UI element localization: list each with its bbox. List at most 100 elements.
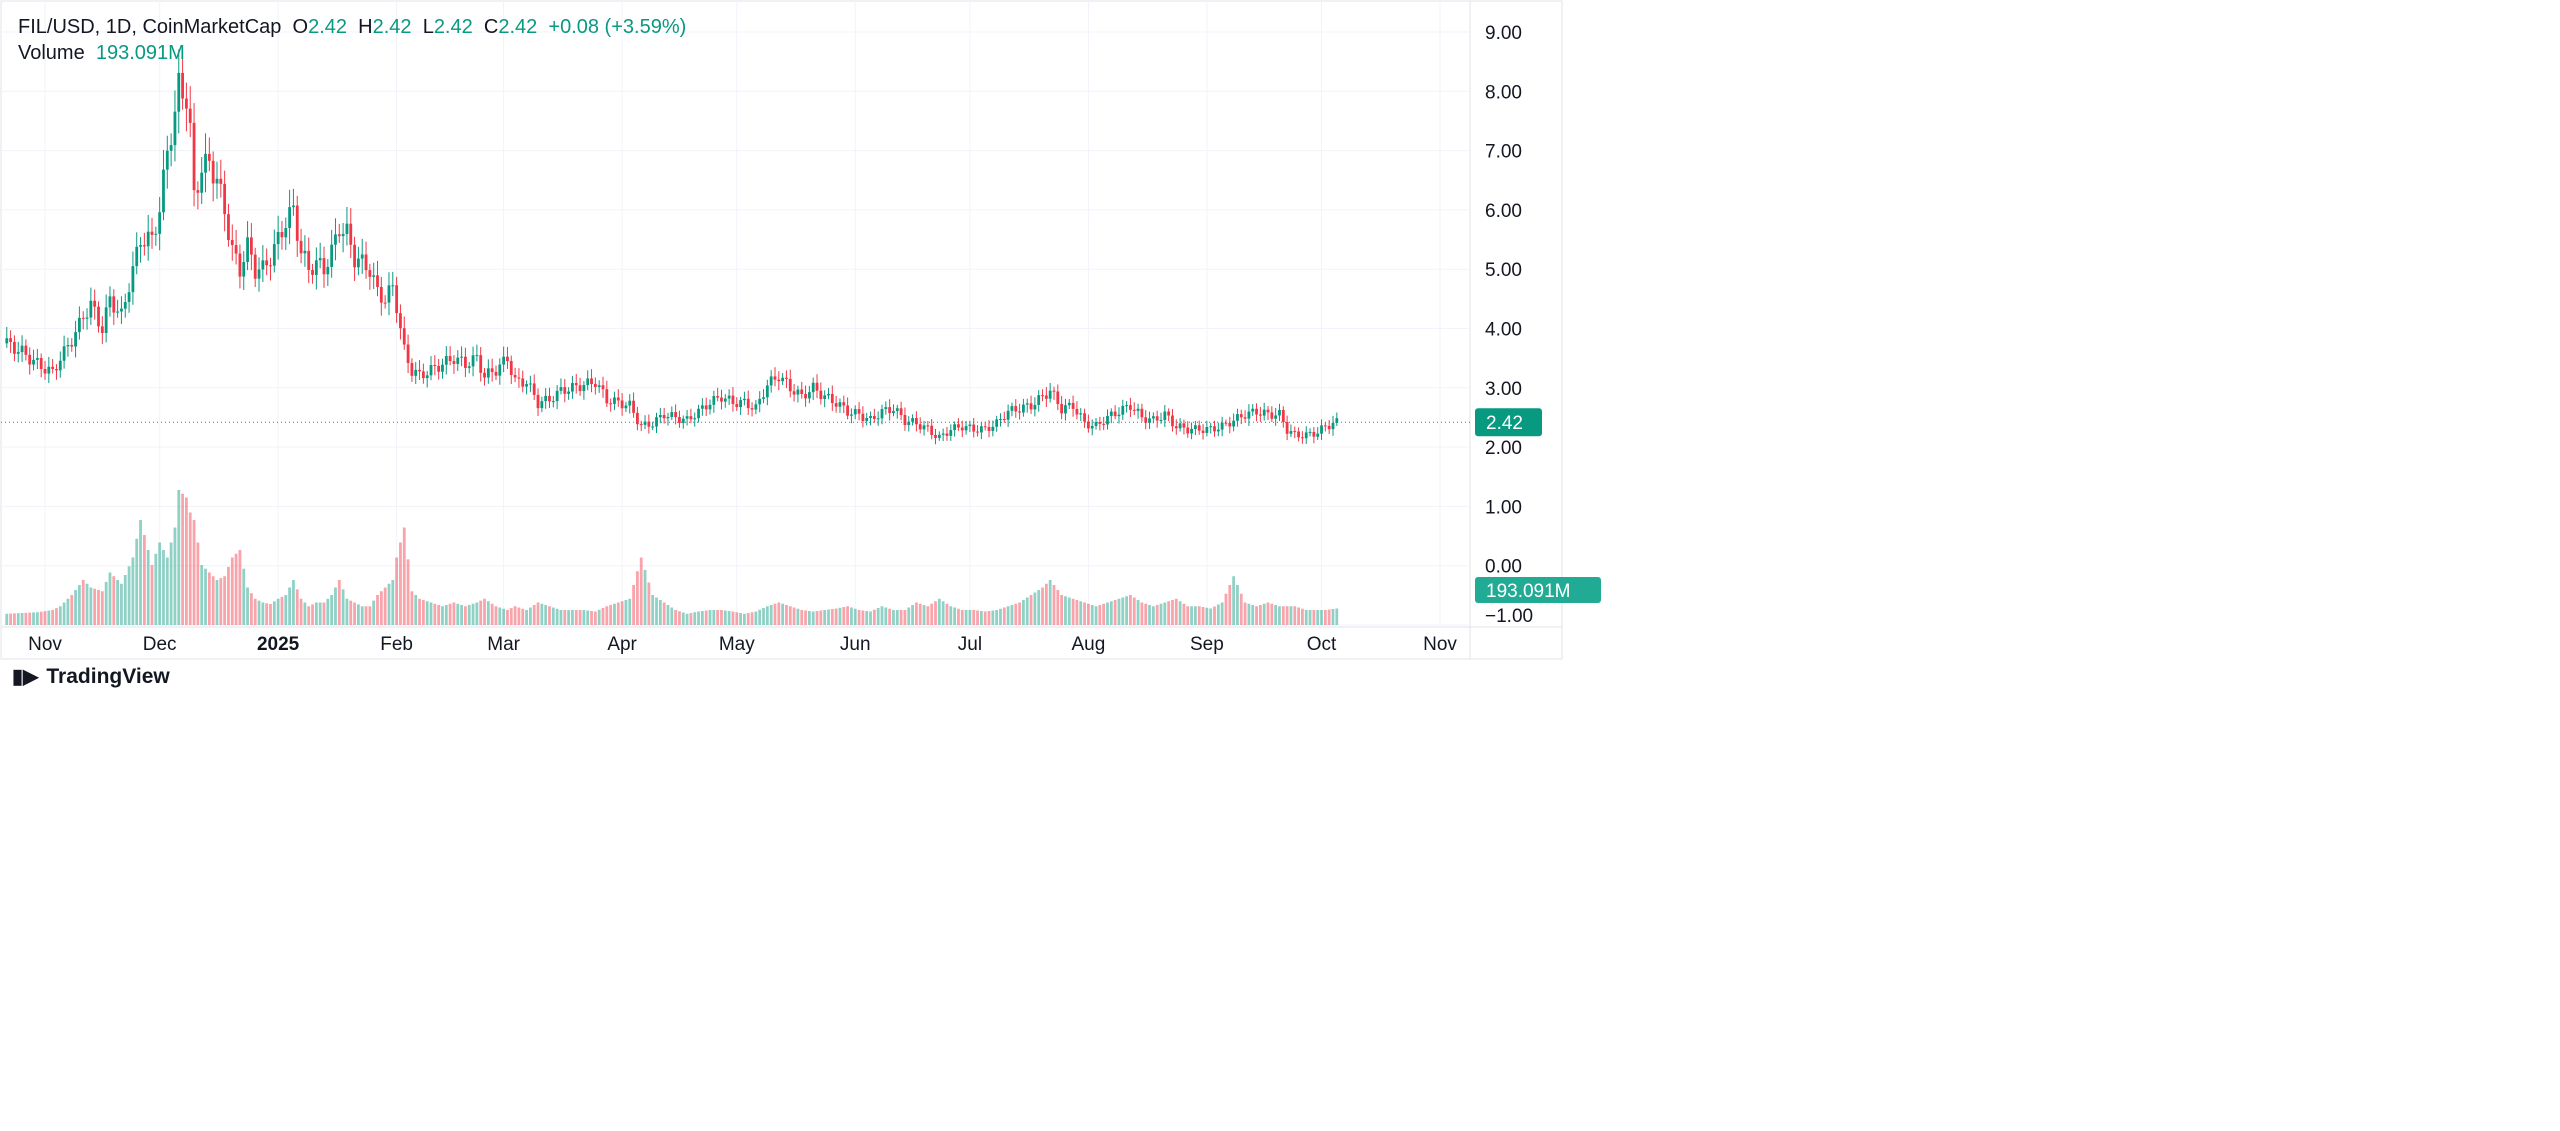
candle-body	[1297, 431, 1300, 438]
volume-bar	[16, 613, 20, 625]
volume-bar	[876, 608, 880, 625]
volume-bar	[1163, 602, 1167, 625]
x-tick-label: Aug	[1071, 634, 1105, 655]
candle-body	[1060, 404, 1064, 414]
candle-body	[880, 409, 884, 419]
candle-body	[1155, 416, 1159, 421]
candle-body	[758, 398, 762, 405]
candle-body	[773, 376, 777, 380]
x-tick-label: Oct	[1307, 634, 1337, 655]
volume-bar	[1129, 595, 1132, 625]
candle-body	[246, 237, 249, 262]
volume-bar	[735, 612, 739, 625]
candle-body	[1129, 405, 1132, 410]
candle-body	[586, 378, 590, 386]
volume-bar	[628, 598, 632, 625]
candle-body	[479, 355, 483, 373]
tradingview-logo[interactable]: ▮▶ TradingView	[12, 664, 170, 689]
candle-body	[70, 345, 74, 347]
volume-bar	[326, 598, 330, 625]
volume-bar	[154, 553, 158, 625]
volume-bar	[1006, 606, 1010, 625]
volume-bar	[949, 606, 953, 625]
candle-body	[467, 366, 471, 368]
candle-body	[960, 427, 964, 431]
volume-bar	[976, 610, 979, 625]
volume-bar	[475, 602, 479, 625]
volume-bar	[502, 608, 506, 625]
volume-bar	[242, 568, 246, 625]
volume-bar	[177, 490, 181, 625]
candle-body	[1278, 409, 1281, 416]
candle-body	[253, 254, 257, 279]
candle-body	[1228, 423, 1232, 427]
volume-bar	[1079, 601, 1083, 625]
candle-body	[1098, 422, 1102, 424]
volume-bar	[81, 580, 85, 625]
volume-bar	[1018, 602, 1021, 625]
candle-body	[204, 153, 207, 173]
candle-body	[513, 374, 517, 378]
candle-body	[857, 409, 861, 414]
volume-bar	[1243, 602, 1247, 625]
candle-body	[223, 183, 227, 215]
open-label: O	[292, 16, 309, 38]
volume-bar	[1285, 606, 1289, 625]
candle-body	[624, 405, 628, 409]
volume-bar	[811, 611, 815, 625]
x-tick-label: Dec	[143, 634, 177, 655]
volume-bar	[1193, 606, 1197, 625]
volume-bar	[238, 550, 242, 625]
volume-bar	[1041, 587, 1044, 625]
candle-body	[1125, 405, 1129, 407]
volume-bar	[13, 613, 16, 625]
volume-bar	[731, 611, 735, 625]
candle-body	[651, 426, 655, 428]
volume-bar	[968, 610, 972, 625]
volume-bar	[842, 607, 846, 625]
candle-body	[51, 366, 55, 369]
volume-bar	[399, 542, 402, 625]
candle-body	[968, 424, 972, 427]
candle-body	[158, 212, 162, 234]
candle-body	[785, 377, 788, 379]
symbol-label: FIL/USD, 1D, CoinMarketCap	[18, 16, 282, 38]
volume-bar	[1304, 610, 1308, 625]
volume-bar	[1167, 601, 1171, 625]
volume-bar	[1060, 595, 1064, 625]
candle-body	[314, 260, 318, 275]
volume-bar	[983, 611, 987, 625]
volume-bar	[1301, 608, 1304, 625]
volume-bar	[704, 610, 708, 625]
candle-body	[441, 364, 444, 372]
volume-bar	[1090, 605, 1094, 625]
volume-bar	[120, 583, 123, 625]
candle-body	[116, 311, 120, 313]
candle-body	[383, 302, 387, 304]
candle-body	[922, 425, 926, 430]
candle-body	[1193, 425, 1197, 429]
volume-bar	[127, 566, 131, 625]
candle-body	[464, 356, 467, 368]
x-tick-label: Jul	[958, 634, 982, 655]
volume-bar	[525, 610, 528, 625]
volume-bar	[204, 568, 207, 625]
volume-bar	[1335, 608, 1339, 625]
volume-bar	[632, 585, 635, 625]
volume-bar	[150, 565, 154, 625]
candle-body	[39, 358, 43, 369]
candle-body	[1159, 420, 1163, 422]
candle-body	[827, 393, 830, 396]
candle-body	[823, 395, 827, 400]
candle-body	[1258, 414, 1262, 416]
volume-bar	[590, 611, 593, 625]
candle-body	[548, 395, 551, 402]
high-value: 2.42	[372, 16, 412, 38]
candle-body	[177, 72, 181, 112]
candle-body	[1201, 430, 1205, 433]
volume-bar	[1002, 607, 1006, 625]
candle-body	[720, 397, 723, 402]
volume-bar	[571, 610, 574, 625]
